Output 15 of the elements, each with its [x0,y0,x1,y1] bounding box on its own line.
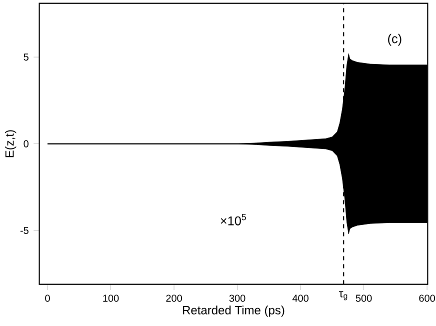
x-tick-label: 300 [229,294,246,302]
x-tick-label: 200 [166,294,182,302]
y-tick-label: 5 [24,54,28,61]
annotation: ×10$^{5}$ [220,214,246,226]
x-axis-title: Retarded Time (ps) [183,306,284,317]
x-tick-label: 400 [292,294,308,302]
x-tick-label: 0 [45,294,50,302]
y-axis-title: E(z,t) [4,130,16,158]
x-tick-label: 600 [419,294,435,302]
ref-line-label: τ$_{g}$ [338,291,348,300]
y-tick-label: 0 [24,140,28,148]
x-tick-label: 100 [103,294,119,302]
x-tick-label: 500 [356,294,372,302]
annotation: (c) [388,34,402,46]
y-tick-label: -5 [20,227,28,234]
